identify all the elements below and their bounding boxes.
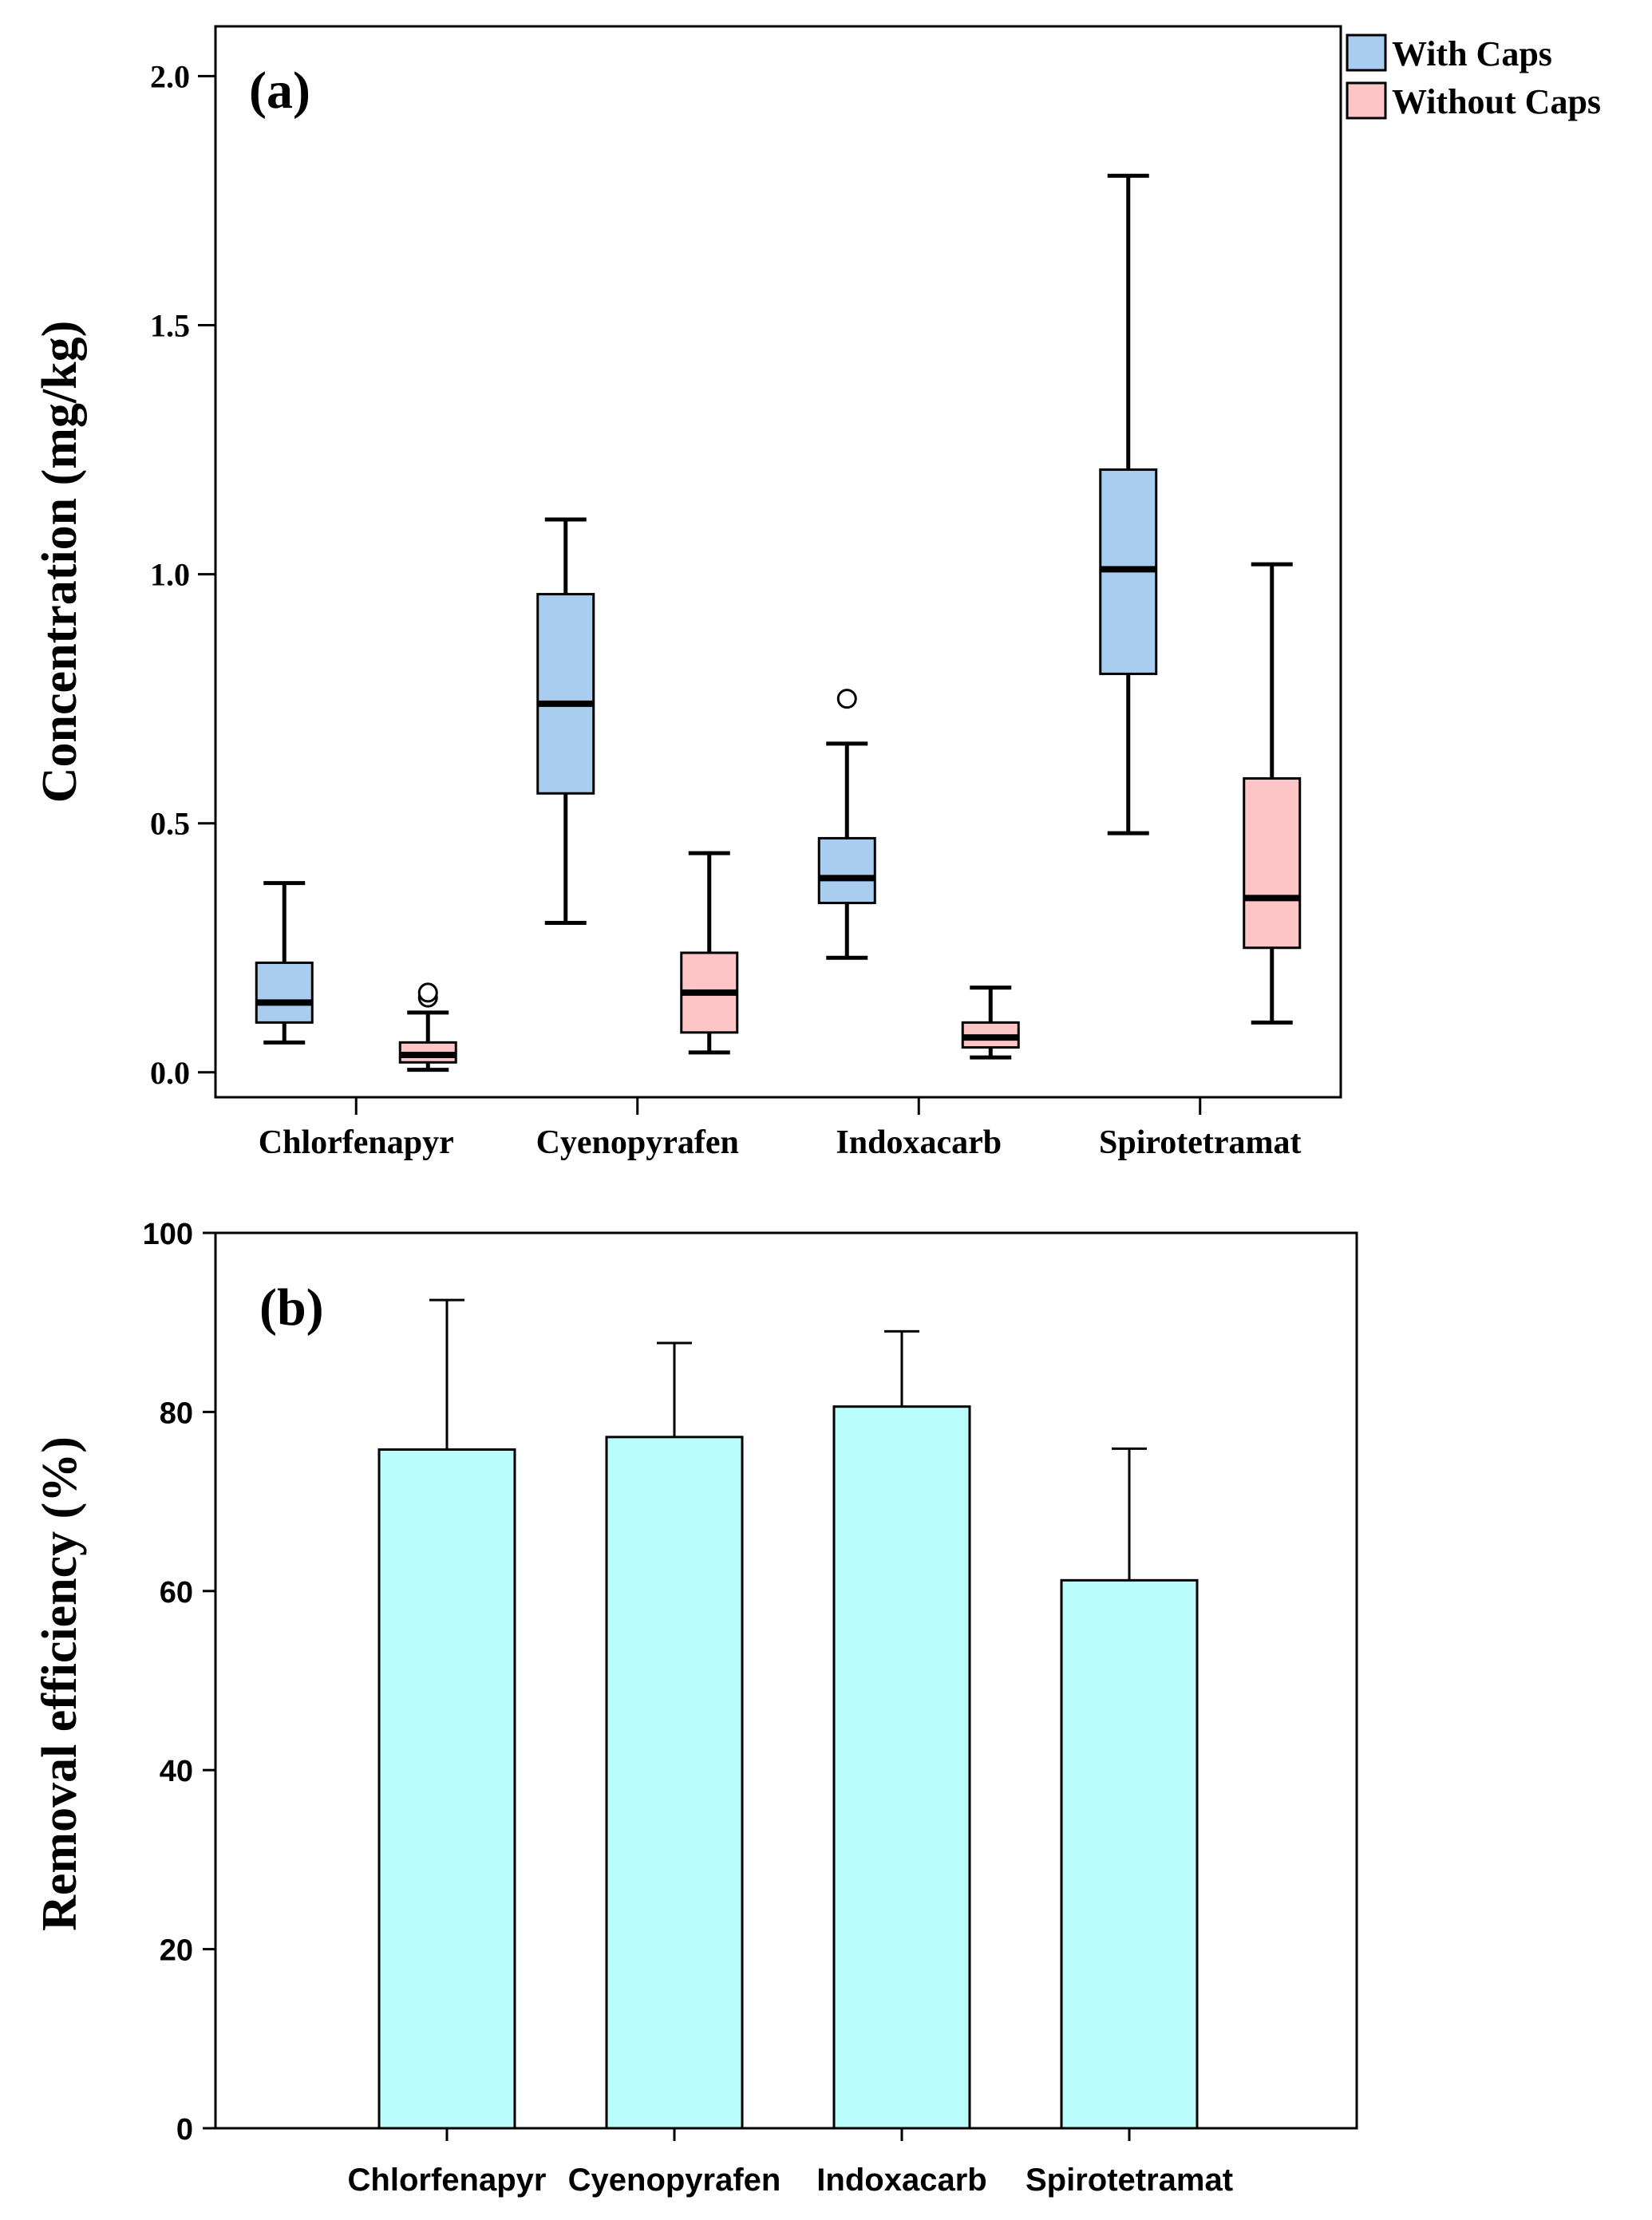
y-tick-label: 0 bbox=[176, 2113, 193, 2147]
y-tick-label: 20 bbox=[160, 1934, 193, 1968]
panel-label-a: (a) bbox=[249, 61, 310, 120]
bar-group-spirotetramat bbox=[1060, 1447, 1199, 2141]
y-axis-label: Removal efficiency (%) bbox=[33, 1436, 87, 1931]
bar-cyenopyrafen bbox=[605, 1436, 744, 2130]
x-tick-label-cyenopyrafen: Cyenopyrafen bbox=[536, 1124, 739, 1161]
y-tick-label: 1.5 bbox=[150, 308, 190, 344]
box-iqr bbox=[1243, 777, 1302, 950]
outlier-point bbox=[417, 982, 438, 1003]
bar-group-cyenopyrafen bbox=[605, 1341, 744, 2141]
box-iqr bbox=[255, 961, 314, 1024]
panel-label-b: (b) bbox=[259, 1278, 324, 1337]
y-tick-label: 0.5 bbox=[150, 806, 190, 842]
boxplot-panel: 0.0 0.5 1.0 1.5 2.0 Chlorfenapyr Cyenopyrafen I… bbox=[33, 25, 1601, 1161]
box-with-caps-chlorfenapyr bbox=[255, 881, 314, 1045]
y-tick-label: 40 bbox=[160, 1755, 193, 1788]
legend-label-with-caps: With Caps bbox=[1392, 34, 1552, 73]
box-iqr bbox=[817, 836, 876, 905]
bar-spirotetramat bbox=[1060, 1578, 1199, 2130]
y-axis-label: Concentration (mg/kg) bbox=[33, 321, 87, 803]
legend-label-without-caps: Without Caps bbox=[1392, 82, 1601, 121]
x-tick-label-indoxacarb: Indoxacarb bbox=[836, 1124, 1002, 1161]
box-without-caps-cyenopyrafen bbox=[680, 851, 739, 1055]
bar-panel: 0 20 40 60 80 100 Chlorfenapyr Cyenopyrafen Indo… bbox=[33, 1218, 1358, 2198]
y-tick-label: 1.0 bbox=[150, 557, 190, 593]
y-tick-label: 80 bbox=[160, 1396, 193, 1430]
bar-group-indoxacarb bbox=[832, 1329, 971, 2141]
y-tick-label: 0.0 bbox=[150, 1055, 190, 1091]
bar-indoxacarb bbox=[832, 1405, 971, 2130]
x-tick-label-indoxacarb: Indoxacarb bbox=[816, 2163, 986, 2198]
x-tick-label-spirotetramat: Spirotetramat bbox=[1099, 1124, 1302, 1161]
box-with-caps-cyenopyrafen bbox=[536, 517, 595, 926]
y-tick-label: 2.0 bbox=[150, 58, 190, 94]
y-tick-label: 100 bbox=[143, 1218, 193, 1251]
bar-group-chlorfenapyr bbox=[377, 1298, 516, 2141]
legend-swatch-without-caps bbox=[1346, 81, 1387, 120]
box-iqr bbox=[536, 593, 595, 795]
box-with-caps-indoxacarb bbox=[817, 689, 876, 960]
bar-chlorfenapyr bbox=[377, 1448, 516, 2130]
x-tick-label-cyenopyrafen: Cyenopyrafen bbox=[568, 2163, 781, 2198]
box-without-caps-spirotetramat bbox=[1243, 562, 1302, 1025]
legend-swatch-with-caps bbox=[1346, 34, 1387, 72]
y-tick-label: 60 bbox=[160, 1576, 193, 1610]
box-with-caps-spirotetramat bbox=[1099, 173, 1158, 835]
x-tick-label-chlorfenapyr: Chlorfenapyr bbox=[348, 2163, 547, 2198]
x-tick-label-spirotetramat: Spirotetramat bbox=[1026, 2163, 1233, 2198]
plot-frame bbox=[214, 25, 1342, 1099]
outlier-point bbox=[836, 689, 857, 709]
x-tick-label-chlorfenapyr: Chlorfenapyr bbox=[259, 1124, 454, 1161]
box-without-caps-indoxacarb bbox=[961, 986, 1020, 1060]
box-without-caps-chlorfenapyr bbox=[398, 982, 457, 1072]
legend: With Caps Without Caps bbox=[1346, 34, 1601, 121]
plot-frame bbox=[214, 1231, 1358, 2130]
